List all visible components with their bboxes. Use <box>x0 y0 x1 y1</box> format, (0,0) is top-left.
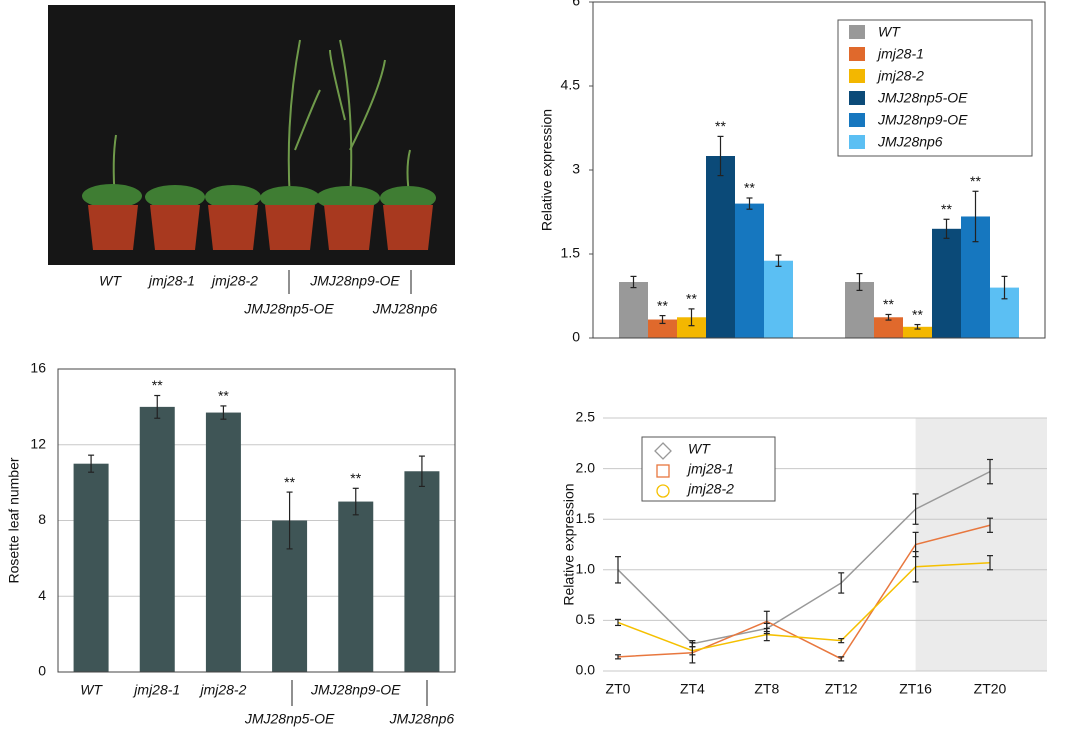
legend-label: WT <box>878 24 901 40</box>
y-tick-label: 2.0 <box>576 459 596 475</box>
y-tick-label: 4 <box>38 587 46 603</box>
y-axis-label: Relative expression <box>561 483 577 605</box>
legend-label: jmj28-1 <box>686 461 734 477</box>
annotation: ** <box>941 201 952 217</box>
y-axis-label: Relative expression <box>539 109 555 231</box>
legend-marker <box>656 484 670 498</box>
x-tick-label: ZT4 <box>680 681 705 697</box>
annotation: ** <box>686 291 697 307</box>
bar <box>903 326 932 338</box>
legend-swatch <box>849 47 865 61</box>
line <box>617 470 991 645</box>
bar <box>648 319 677 338</box>
y-tick-label: 0.0 <box>576 662 596 678</box>
photo-label: jmj28-1 <box>147 273 195 289</box>
y-tick-label: 3 <box>572 161 580 177</box>
x-tick-label: ZT12 <box>825 681 858 697</box>
y-tick-label: 1.0 <box>576 561 596 577</box>
x-tick-label: JMJ28np5-OE <box>244 711 335 727</box>
annotation: ** <box>284 474 295 490</box>
x-tick-label: ZT20 <box>974 681 1007 697</box>
legend-label: WT <box>688 441 711 457</box>
photo-label: WT <box>99 273 122 289</box>
x-tick-label: ZT0 <box>606 681 631 697</box>
photo-label: jmj28-2 <box>210 273 258 289</box>
legend-label: JMJ28np9-OE <box>877 112 968 128</box>
x-tick-label: jmj28-1 <box>132 682 180 698</box>
y-tick-label: 1.5 <box>561 245 581 261</box>
legend-label: JMJ28np5-OE <box>877 90 968 106</box>
legend-box <box>837 19 1033 157</box>
y-tick-label: 8 <box>38 511 46 527</box>
y-tick-label: 2.5 <box>576 409 596 425</box>
y-tick-label: 0 <box>572 329 580 345</box>
bar <box>735 203 764 338</box>
legend-swatch <box>849 25 865 39</box>
annotation: ** <box>715 118 726 134</box>
y-tick-label: 12 <box>30 435 46 451</box>
y-tick-label: 16 <box>30 360 46 376</box>
annotation: ** <box>350 470 361 486</box>
bar <box>404 471 440 672</box>
x-tick-label: jmj28-2 <box>198 682 246 698</box>
annotation: ** <box>218 388 229 404</box>
photo: WT jmj28-1 jmj28-2 JMJ28np5-OE JMJ28np9-… <box>48 5 455 317</box>
plot-frame <box>592 1 1046 339</box>
annotation: ** <box>912 306 923 322</box>
line <box>617 561 991 652</box>
y-axis-label: Rosette leaf number <box>6 457 22 583</box>
legend-label: JMJ28np6 <box>877 134 943 150</box>
annotation: ** <box>657 297 668 313</box>
bar <box>619 282 648 338</box>
bar <box>764 260 793 338</box>
bar <box>338 501 374 672</box>
bar <box>677 317 706 338</box>
y-tick-label: 0.5 <box>576 611 596 627</box>
legend-marker <box>654 442 672 460</box>
legend-swatch <box>849 69 865 83</box>
legend-swatch <box>849 91 865 105</box>
legend-label: jmj28-2 <box>686 481 734 497</box>
x-tick-label: JMJ28np9-OE <box>310 682 401 698</box>
annotation: ** <box>883 296 894 312</box>
photo-label: JMJ28np5-OE <box>243 301 334 317</box>
bar <box>874 317 903 338</box>
bar <box>845 282 874 338</box>
legend-label: jmj28-2 <box>876 68 924 84</box>
photo-label: JMJ28np6 <box>372 301 438 317</box>
y-tick-label: 6 <box>572 0 580 9</box>
legend-swatch <box>849 113 865 127</box>
bar <box>205 412 241 672</box>
bar <box>932 228 961 338</box>
legend-swatch <box>849 135 865 149</box>
y-tick-label: 1.5 <box>576 510 596 526</box>
shaded-region <box>915 418 1047 671</box>
plot-frame <box>57 368 456 673</box>
line <box>617 524 991 660</box>
y-tick-label: 4.5 <box>561 77 581 93</box>
x-tick-label: ZT8 <box>754 681 779 697</box>
photo-label: JMJ28np9-OE <box>309 273 400 289</box>
annotation: ** <box>152 377 163 393</box>
y-tick-label: 0 <box>38 663 46 679</box>
bar <box>139 406 175 672</box>
x-tick-label: JMJ28np6 <box>389 711 455 727</box>
bar <box>73 463 109 672</box>
bar <box>706 156 735 338</box>
annotation: ** <box>970 173 981 189</box>
x-tick-label: WT <box>80 682 103 698</box>
separators-b <box>291 680 428 706</box>
annotation: ** <box>744 180 755 196</box>
x-tick-label: ZT16 <box>899 681 932 697</box>
legend-label: jmj28-1 <box>876 46 924 62</box>
legend-marker <box>656 464 670 478</box>
